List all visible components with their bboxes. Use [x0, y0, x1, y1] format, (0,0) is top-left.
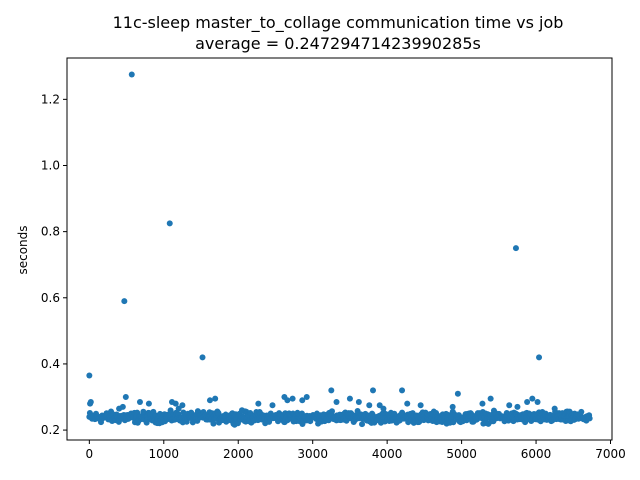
data-point: [172, 400, 179, 407]
data-point: [328, 387, 335, 394]
y-tick-label: 0.2: [41, 423, 60, 437]
data-point: [514, 403, 521, 410]
data-point: [175, 405, 182, 412]
y-tick-label: 0.4: [41, 357, 60, 371]
data-point: [167, 407, 174, 414]
x-tick-label: 2000: [223, 447, 254, 461]
x-tick-label: 5000: [446, 447, 477, 461]
data-point: [449, 403, 456, 410]
data-point: [534, 398, 541, 405]
x-tick-label: 0: [86, 447, 94, 461]
data-point: [346, 395, 353, 402]
data-point: [86, 372, 93, 379]
y-tick-label: 0.8: [41, 225, 60, 239]
data-point: [166, 220, 173, 227]
data-point: [122, 394, 129, 400]
chart-subtitle: average = 0.24729471423990285s: [195, 34, 481, 53]
axis-ticks: 0 1000 2000 3000 4000 5000 6000 7000 0.2 0.4 0.6 0.…: [41, 92, 626, 461]
data-point: [506, 402, 513, 409]
data-point: [370, 387, 376, 394]
x-tick-label: 3000: [297, 447, 328, 461]
data-point: [128, 71, 135, 78]
x-tick-label: 1000: [149, 447, 180, 461]
data-point: [487, 395, 494, 402]
data-point: [206, 397, 213, 404]
data-point: [551, 405, 558, 412]
data-point: [210, 420, 217, 427]
data-point: [417, 402, 424, 409]
data-point: [145, 400, 152, 407]
data-point: [366, 402, 373, 409]
data-point: [303, 394, 310, 400]
data-point: [586, 415, 593, 422]
x-tick-label: 7000: [595, 447, 626, 461]
data-point: [255, 400, 262, 407]
data-point: [578, 408, 585, 415]
y-axis-label: seconds: [16, 225, 30, 274]
data-point: [247, 410, 254, 416]
data-point: [215, 410, 222, 417]
chart-title: 11c-sleep master_to_collage communicatio…: [113, 13, 564, 33]
data-point: [212, 395, 219, 402]
data-point: [355, 398, 362, 405]
data-point: [404, 400, 411, 407]
plot-frame: [66, 57, 613, 441]
x-tick-label: 4000: [372, 447, 403, 461]
data-point: [328, 408, 335, 415]
data-point: [136, 398, 143, 405]
data-point: [479, 400, 486, 407]
data-point: [359, 421, 366, 428]
data-point: [284, 397, 291, 404]
data-point: [238, 407, 245, 414]
data-point: [524, 398, 531, 405]
y-tick-label: 0.6: [41, 291, 60, 305]
y-tick-label: 1.2: [41, 92, 60, 106]
data-point: [121, 298, 128, 305]
x-tick-label: 6000: [521, 447, 552, 461]
data-point: [536, 354, 543, 361]
data-point: [289, 395, 296, 402]
data-point: [512, 245, 519, 252]
y-tick-label: 1.0: [41, 158, 60, 172]
data-points: [86, 71, 593, 428]
data-point: [399, 387, 406, 394]
data-point: [299, 397, 306, 404]
data-point: [454, 390, 461, 397]
data-point: [269, 402, 276, 409]
data-point: [380, 405, 387, 412]
data-point: [87, 398, 94, 405]
data-point: [450, 419, 457, 426]
data-point: [119, 403, 126, 410]
data-point: [199, 354, 206, 361]
data-point: [333, 398, 340, 405]
data-point: [529, 395, 536, 402]
